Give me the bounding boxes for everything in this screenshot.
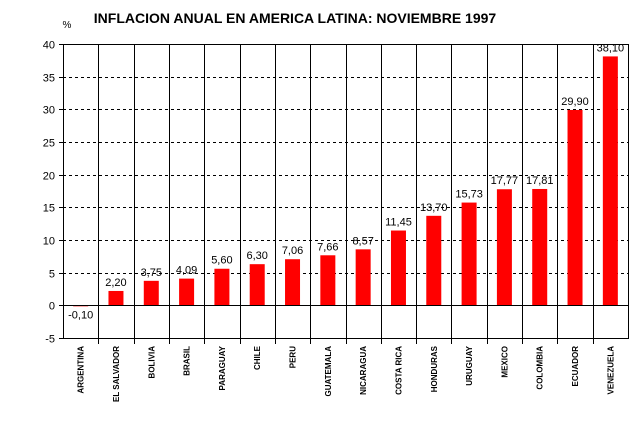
data-label: 29,90 <box>561 96 589 108</box>
bar-venezuela <box>602 56 618 306</box>
y-axis-label: % <box>63 20 72 31</box>
bar-paraguay <box>214 268 230 306</box>
data-label: 4,09 <box>176 265 197 277</box>
y-tick-label: 20 <box>43 171 55 183</box>
data-label: 17,77 <box>491 175 519 187</box>
x-tick-label: BRASIL <box>183 346 192 376</box>
x-tick-label: EL SALVADOR <box>112 346 121 402</box>
bar-nicaragua <box>355 249 371 306</box>
y-tick-label: 0 <box>49 301 55 313</box>
x-tick-label: ARGENTINA <box>77 346 86 394</box>
x-tick-label: BOLIVIA <box>147 346 156 379</box>
data-label: 7,06 <box>282 245 303 257</box>
x-tick-label: COSTA RICA <box>394 346 403 395</box>
data-label: -0,10 <box>68 309 93 321</box>
y-tick-label: -5 <box>45 334 55 346</box>
x-tick-label: MEXICO <box>500 346 509 378</box>
data-label: 13,70 <box>420 202 448 214</box>
x-tick-label: VENEZUELA <box>606 346 615 395</box>
data-label: 11,45 <box>385 217 412 229</box>
bar-brasil <box>179 278 195 306</box>
x-tick-label: GUATEMALA <box>324 346 333 397</box>
data-label: 2,20 <box>105 277 126 289</box>
x-tick-label: URUGUAY <box>465 345 474 385</box>
x-tick-label: PARAGUAY <box>218 345 227 390</box>
chart-title: INFLACION ANUAL EN AMERICA LATINA: NOVIE… <box>94 10 497 26</box>
data-label: 38,10 <box>597 42 625 54</box>
data-label: 5,60 <box>211 255 232 267</box>
bar-colombia <box>532 188 548 306</box>
y-tick-label: 35 <box>43 73 55 85</box>
data-label: 7,66 <box>317 241 338 253</box>
plot-frame <box>63 44 629 339</box>
bar-guatemala <box>320 255 336 306</box>
bar-chile <box>249 264 265 306</box>
bar-el-salvador <box>108 290 124 306</box>
y-tick-label: 5 <box>49 269 55 281</box>
bar-bolivia <box>143 280 159 306</box>
x-tick-label: CHILE <box>253 345 262 370</box>
data-label: 15,73 <box>455 189 483 201</box>
x-tick-label: HONDURAS <box>430 345 439 392</box>
y-tick-label: 40 <box>43 40 55 52</box>
y-tick-label: 25 <box>43 138 55 150</box>
x-tick-label: NICARAGUA <box>359 346 368 395</box>
x-tick-label: COLOMBIA <box>536 346 545 390</box>
data-label: 6,30 <box>247 250 268 262</box>
data-label: 8,57 <box>352 235 373 247</box>
y-tick-label: 30 <box>43 105 55 117</box>
y-tick-label: 10 <box>43 236 55 248</box>
data-label: 17,81 <box>526 175 554 187</box>
bar-uruguay <box>461 202 477 306</box>
x-tick-label: PERU <box>289 346 298 368</box>
bar-ecuador <box>567 109 583 306</box>
data-label: 3,75 <box>141 267 162 279</box>
bar-costa-rica <box>390 230 406 306</box>
bar-honduras <box>426 215 442 306</box>
x-tick-label: ECUADOR <box>571 346 580 387</box>
bar-peru <box>285 259 301 306</box>
y-tick-label: 15 <box>43 203 55 215</box>
bar-mexico <box>496 189 512 306</box>
